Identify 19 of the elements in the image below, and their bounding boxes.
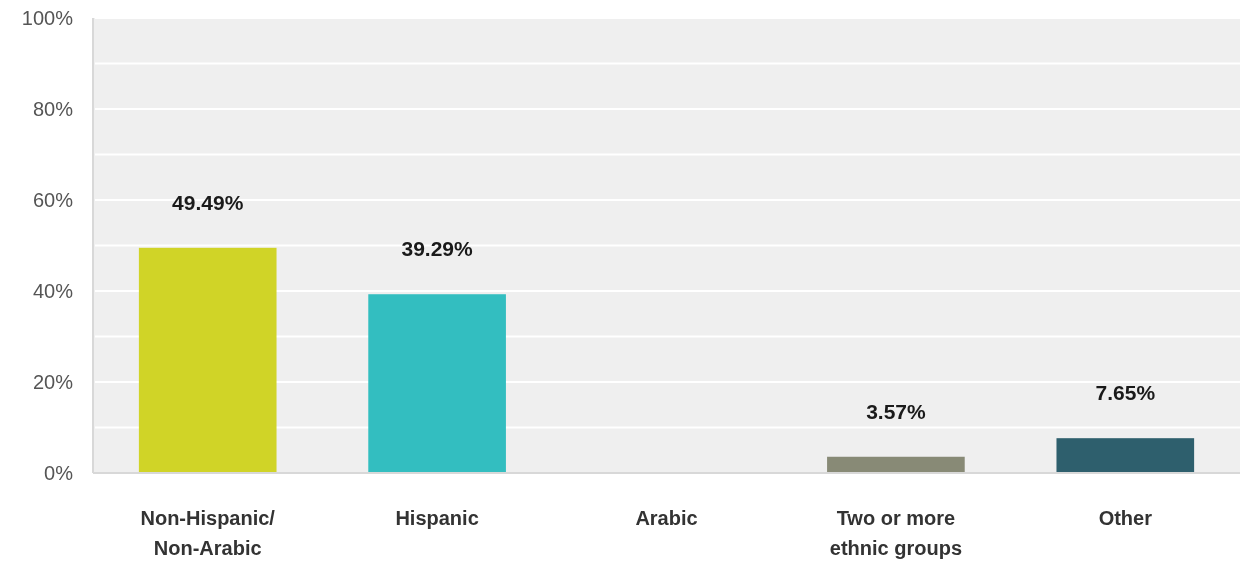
y-tick-label: 0% xyxy=(44,462,74,484)
y-tick-label: 80% xyxy=(32,98,74,120)
data-label: 3.57% xyxy=(866,399,926,423)
data-label: 39.29% xyxy=(401,237,474,261)
bar xyxy=(827,456,965,473)
y-tick-label: 100% xyxy=(21,7,74,29)
x-tick-label: Hispanic xyxy=(395,507,479,529)
y-tick-label: 60% xyxy=(32,189,74,211)
x-tick-label: Arabic xyxy=(635,507,698,529)
bar xyxy=(138,247,277,473)
y-tick-label: 40% xyxy=(32,280,74,302)
y-tick-label: 20% xyxy=(32,371,74,393)
bar xyxy=(368,294,506,473)
x-tick-label: Two or more ethnic groups xyxy=(829,507,963,559)
bar xyxy=(1056,438,1195,473)
data-label: 49.49% xyxy=(172,190,244,214)
data-label: 7.65% xyxy=(1095,381,1156,405)
x-tick-label: Non-Hispanic/ Non-Arabic xyxy=(140,507,276,559)
x-tick-label: Other xyxy=(1098,507,1153,529)
